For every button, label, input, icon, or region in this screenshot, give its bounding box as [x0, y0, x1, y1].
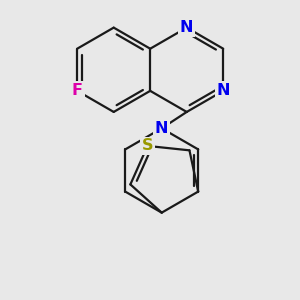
Text: S: S	[142, 138, 153, 153]
Text: N: N	[180, 20, 194, 35]
Text: F: F	[72, 83, 83, 98]
Text: N: N	[217, 83, 230, 98]
Text: N: N	[155, 121, 169, 136]
